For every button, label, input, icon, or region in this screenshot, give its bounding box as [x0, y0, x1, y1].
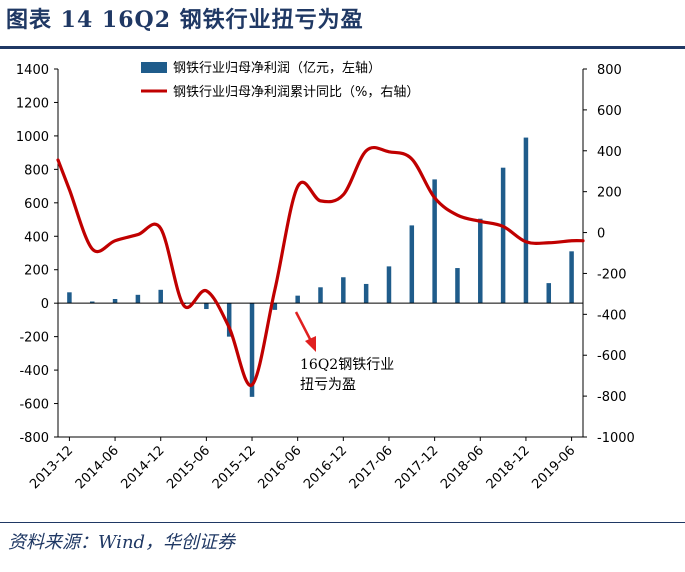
bar-2016-06: [295, 295, 300, 304]
legend-line-label: 钢铁行业归母净利润累计同比（%，右轴）: [173, 85, 419, 100]
bar-2015-09: [226, 303, 232, 337]
bar-2017-09: [409, 225, 415, 304]
left-tick-label: 600: [24, 197, 49, 212]
left-tick-label: -600: [19, 398, 49, 413]
annotation-line-1: 16Q2钢铁行业: [300, 357, 394, 373]
legend-bar-swatch: [141, 62, 167, 73]
bar-2013-12: [67, 292, 72, 304]
right-tick-label: 600: [597, 104, 622, 119]
left-tick-label: -800: [19, 431, 49, 446]
x-tick-label: 2016-12: [301, 443, 350, 492]
chart: -800 -600 -400 -200 0 200 400 600 800 1000 1200 140…: [16, 61, 635, 492]
left-tick-label: 400: [24, 230, 49, 245]
bar-2014-09: [135, 294, 141, 304]
bar-2018-03: [455, 268, 460, 304]
right-tick-label: 0: [597, 227, 605, 242]
right-tick-label: 400: [597, 145, 622, 160]
bar-2017-03: [363, 283, 369, 304]
x-tick-label: 2018-06: [438, 443, 487, 492]
annotation-arrow-shaft: [294, 311, 313, 342]
bar-2018-09: [500, 167, 506, 304]
source-note: 资料来源：Wind，华创证券: [8, 532, 236, 553]
bar-2015-06: [204, 303, 209, 310]
right-tick-label: 800: [597, 63, 622, 78]
x-tick-label: 2014-06: [73, 443, 122, 492]
bar-2014-12: [158, 289, 163, 304]
x-tick-label: 2017-06: [347, 443, 396, 492]
right-tick-label: -600: [597, 349, 627, 364]
figure-title: 图表 14 16Q2 钢铁行业扭亏为盈: [6, 7, 364, 33]
left-tick-label: 1200: [16, 96, 49, 111]
legend-bar-label: 钢铁行业归母净利润（亿元，左轴）: [173, 61, 381, 76]
x-tick-label: 2015-12: [210, 443, 259, 492]
bar-2016-12: [341, 277, 346, 304]
x-tick-label: 2014-12: [119, 443, 168, 492]
bar-2016-03: [272, 303, 278, 310]
right-tick-label: -1000: [597, 431, 635, 446]
x-tick-label: 2013-12: [27, 443, 76, 492]
axes: [54, 68, 587, 441]
x-tick-label: 2016-06: [255, 443, 304, 492]
line-yoy-growth: [56, 145, 585, 387]
bar-2018-12: [523, 137, 529, 304]
annotation: 16Q2钢铁行业 扭亏为盈: [294, 311, 394, 393]
left-tick-label: -200: [19, 331, 49, 346]
bar-2018-06: [478, 218, 483, 304]
bar-2019-03: [546, 283, 552, 304]
left-tick-label: -400: [19, 364, 49, 379]
right-tick-label: 200: [597, 186, 622, 201]
legend: 钢铁行业归母净利润（亿元，左轴） 钢铁行业归母净利润累计同比（%，右轴）: [141, 61, 419, 100]
bar-2019-06: [569, 251, 574, 304]
annotation-arrow-head: [305, 336, 316, 352]
title-rule: [0, 46, 685, 49]
right-tick-label: -200: [597, 267, 627, 282]
line-series: [56, 145, 585, 387]
x-tick-label: 2015-06: [164, 443, 213, 492]
bar-2014-03: [89, 301, 95, 304]
bar-2016-09: [318, 287, 323, 304]
tick-labels: -800 -600 -400 -200 0 200 400 600 800 1000 1200 140…: [16, 63, 635, 492]
x-tick-label: 2018-12: [484, 443, 533, 492]
bottom-rule: [0, 522, 685, 523]
annotation-line-2: 扭亏为盈: [300, 377, 356, 393]
bar-2015-12: [249, 303, 255, 397]
left-tick-label: 1000: [16, 130, 49, 145]
bar-2014-06: [112, 299, 118, 304]
left-tick-label: 200: [24, 264, 49, 279]
left-tick-label: 800: [24, 163, 49, 178]
right-tick-label: -400: [597, 308, 627, 323]
right-tick-label: -800: [597, 390, 627, 405]
x-tick-label: 2019-06: [529, 443, 578, 492]
left-tick-label: 0: [41, 297, 49, 312]
bar-2017-12: [432, 179, 437, 304]
bar-2017-06: [386, 266, 392, 304]
left-tick-label: 1400: [16, 63, 49, 78]
x-tick-label: 2017-12: [392, 443, 441, 492]
